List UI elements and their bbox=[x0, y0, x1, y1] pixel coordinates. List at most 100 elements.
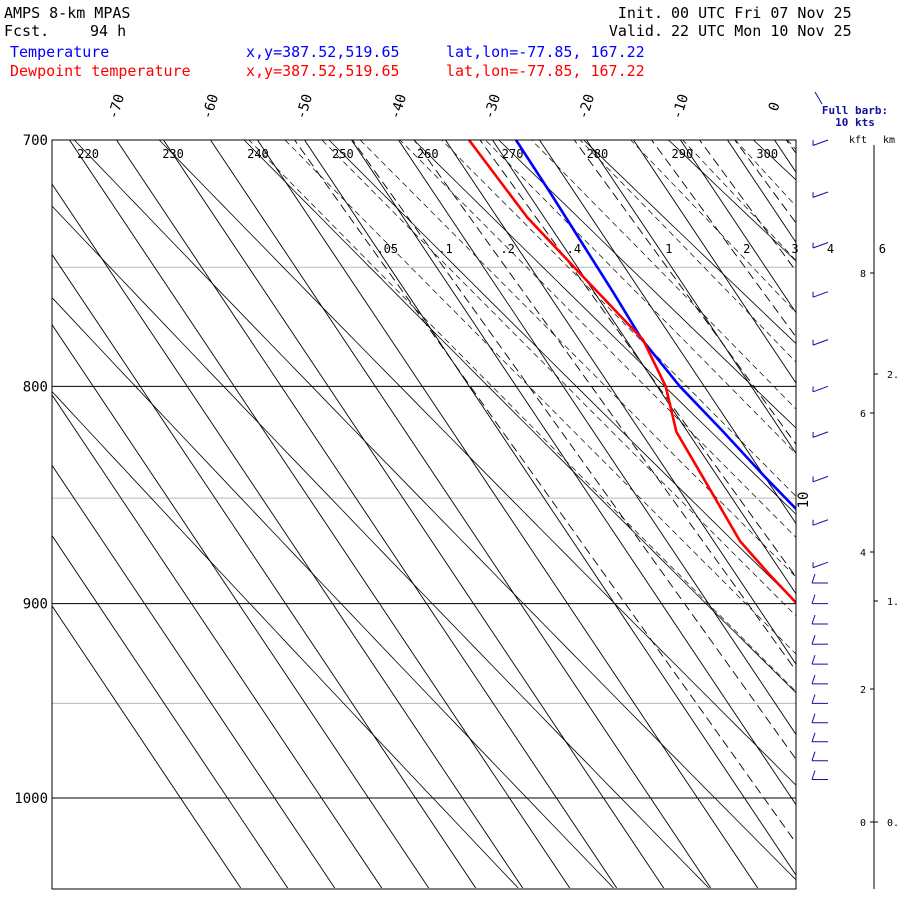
temperature-tick-label: -60 bbox=[199, 92, 222, 121]
wind-barb bbox=[812, 431, 829, 438]
temperature-tick-label: -20 bbox=[575, 92, 598, 121]
isotherm-line bbox=[52, 253, 477, 889]
wind-barb bbox=[811, 594, 829, 605]
plot-frame bbox=[51, 139, 797, 890]
temperature-tick-label: -70 bbox=[105, 92, 128, 121]
isotherm-line bbox=[52, 183, 524, 889]
isotherm-line bbox=[445, 140, 796, 665]
profile-layer bbox=[467, 140, 796, 629]
isotherm-line bbox=[69, 140, 571, 889]
mixing-ratio-label: .1 bbox=[438, 242, 452, 256]
temperature-tick-label: -50 bbox=[293, 92, 316, 121]
mixing-ratio-label: 1 bbox=[665, 242, 672, 256]
dry-adiabat bbox=[413, 140, 796, 515]
wind-barb bbox=[811, 770, 829, 780]
barb-key-line2: 10 kts bbox=[835, 116, 875, 129]
dry-adiabat bbox=[73, 140, 796, 881]
theta-label: 280 bbox=[587, 147, 609, 161]
dry-adiabat bbox=[52, 297, 614, 889]
wind-barb bbox=[812, 561, 829, 569]
temperature-tick-label: -10 bbox=[669, 92, 692, 121]
wind-barb bbox=[811, 732, 829, 743]
kft-tick-label: 2 bbox=[860, 685, 866, 696]
wind-barb bbox=[812, 242, 829, 249]
model-name: AMPS 8-km MPAS bbox=[4, 4, 130, 22]
valid-value: 22 UTC Mon 10 Nov 25 bbox=[671, 22, 852, 40]
km-tick-label: 0. bbox=[887, 818, 899, 829]
legend-temperature-name: Temperature bbox=[10, 43, 109, 61]
theta-label: 290 bbox=[672, 147, 694, 161]
kft-label: kft bbox=[849, 135, 867, 146]
kft-tick-label: 4 bbox=[860, 548, 866, 559]
wind-barb-flag bbox=[811, 694, 816, 704]
dry-adiabat bbox=[894, 114, 900, 889]
wind-barb bbox=[811, 654, 829, 665]
km-tick-label: 1. bbox=[887, 597, 899, 608]
mixing-ratio-line bbox=[573, 140, 796, 446]
wind-barb bbox=[812, 191, 829, 198]
mixing-ratio-label: 6 bbox=[879, 242, 886, 256]
theta-label: 250 bbox=[332, 147, 354, 161]
wind-barb-staff bbox=[812, 561, 829, 569]
dry-adiabat bbox=[810, 114, 900, 889]
mixing-ratio-line bbox=[699, 140, 796, 272]
dry-adiabat bbox=[158, 140, 796, 786]
barb-key-line1: Full barb: bbox=[822, 104, 888, 117]
mixing-ratio-label: 3 bbox=[791, 242, 798, 256]
fcst-label: Fcst. bbox=[4, 22, 49, 40]
wind-barb-flag bbox=[811, 674, 816, 685]
moist-adiabat bbox=[579, 140, 796, 363]
pressure-tick-label: 800 bbox=[23, 379, 48, 395]
moist-adiabat bbox=[630, 140, 796, 314]
pressure-tick-label: 700 bbox=[23, 133, 48, 149]
barb-key: Full barb: 10 kts bbox=[814, 91, 888, 129]
dry-adiabat bbox=[583, 140, 796, 345]
wind-barb bbox=[812, 385, 829, 393]
isotherm-line bbox=[52, 323, 430, 889]
wind-barb bbox=[811, 614, 829, 625]
theta-label: 300 bbox=[756, 147, 778, 161]
moist-adiabat bbox=[441, 140, 796, 497]
isotherm-line bbox=[257, 140, 759, 889]
isotherm-line bbox=[52, 605, 242, 889]
moist-adiabat bbox=[399, 140, 796, 538]
wind-barb-staff bbox=[812, 291, 829, 298]
moist-adiabat bbox=[248, 140, 796, 693]
wind-barb-flag bbox=[811, 573, 816, 584]
mixing-ratio-line bbox=[351, 140, 796, 761]
temperature-axis: -70 -60 -50 -40 -30 -20 -10 0 bbox=[105, 92, 783, 121]
dry-adiabat bbox=[52, 205, 710, 889]
moist-adiabat bbox=[321, 140, 796, 617]
valid-label: Valid. bbox=[609, 22, 663, 40]
isotherm-line bbox=[633, 140, 796, 384]
isotherm-line bbox=[304, 140, 796, 876]
pressure-axis: 700 800 900 1000 bbox=[14, 133, 48, 807]
init-value: 00 UTC Fri 07 Nov 25 bbox=[671, 4, 852, 22]
kft-tick-label: 6 bbox=[860, 409, 866, 420]
isotherm-line bbox=[163, 140, 665, 889]
moist-adiabat bbox=[786, 140, 796, 151]
moist-adiabat bbox=[531, 140, 796, 410]
wind-barb bbox=[812, 291, 829, 298]
wind-barb-flag bbox=[811, 751, 816, 761]
wind-barb bbox=[811, 674, 829, 685]
temperature-tick-label: -40 bbox=[387, 92, 410, 121]
wind-barb bbox=[812, 519, 829, 526]
wind-barb-flag bbox=[811, 713, 816, 723]
chart-header: AMPS 8-km MPAS Fcst. 94 h Init. 00 UTC F… bbox=[4, 4, 852, 80]
mixing-ratio-line bbox=[294, 140, 796, 844]
wind-barb-flag bbox=[811, 732, 816, 742]
mixing-ratio-line bbox=[479, 140, 796, 578]
dry-adiabat bbox=[52, 390, 519, 889]
isotherm-line bbox=[351, 140, 796, 806]
temperature-profile bbox=[514, 140, 796, 511]
km-tick-label: 2. bbox=[887, 370, 899, 381]
wind-barb-staff bbox=[812, 431, 829, 438]
moist-adiabat bbox=[284, 140, 796, 655]
wind-barb bbox=[811, 573, 829, 584]
grid-layer bbox=[52, 114, 900, 889]
wind-barb-staff bbox=[812, 475, 829, 483]
isotherm-line bbox=[398, 140, 796, 736]
isotherm-line bbox=[52, 464, 336, 889]
moist-adiabat bbox=[815, 114, 900, 889]
